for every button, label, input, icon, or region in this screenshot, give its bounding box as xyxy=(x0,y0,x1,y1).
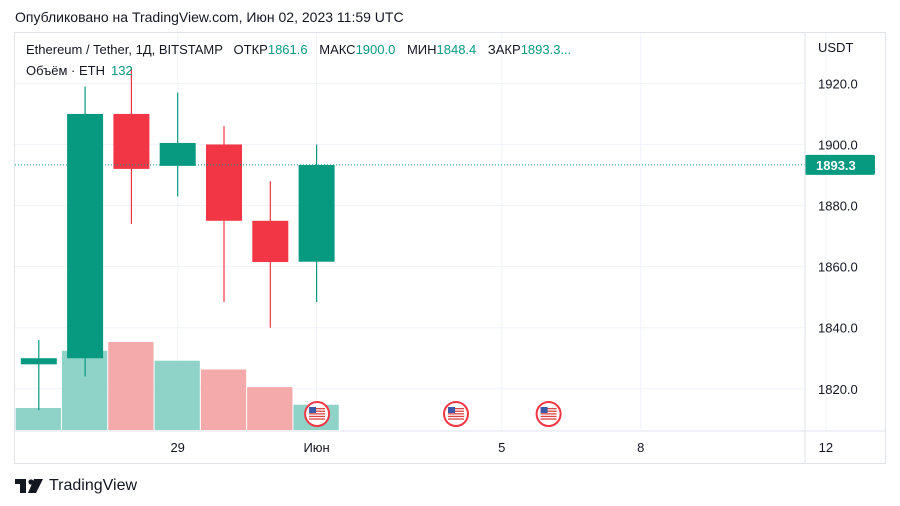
last-price-tag-label: 1893.3 xyxy=(816,158,856,173)
symbol-name[interactable]: Ethereum / Tether, 1Д, BITSTAMP xyxy=(26,42,223,57)
candle-body[interactable] xyxy=(159,142,196,166)
time-axis-label: 5 xyxy=(498,440,505,455)
time-axis-label: 8 xyxy=(637,440,644,455)
tradingview-brand[interactable]: TradingView xyxy=(15,477,137,495)
open-label: ОТКР xyxy=(233,42,268,57)
us-flag-event-icon[interactable] xyxy=(535,401,562,427)
candle-body[interactable] xyxy=(20,358,57,365)
last-price-tag xyxy=(805,154,875,175)
currency-label[interactable]: USDT xyxy=(818,40,854,55)
close-label: ЗАКР xyxy=(487,42,521,57)
price-axis-label: 1820.0 xyxy=(818,382,858,397)
volume-bar[interactable] xyxy=(108,342,154,430)
candle-body[interactable] xyxy=(252,220,289,263)
candle-body[interactable] xyxy=(298,164,335,262)
volume-bar[interactable] xyxy=(200,369,247,431)
price-axis-label: 1920.0 xyxy=(818,76,858,91)
volume-legend: Объём · ETH 132 xyxy=(26,63,133,78)
us-flag-event-icon[interactable] xyxy=(443,401,469,427)
low-value: 1848.4 xyxy=(436,42,477,57)
high-label: МАКС xyxy=(319,42,356,57)
symbol-legend: Ethereum / Tether, 1Д, BITSTAMP ОТКР1861… xyxy=(26,42,579,57)
brand-name: TradingView xyxy=(49,477,138,494)
volume-value: 132 xyxy=(110,63,133,78)
high-value: 1900.0 xyxy=(355,42,396,57)
chart-frame xyxy=(14,32,886,464)
price-axis-label: 1860.0 xyxy=(818,260,858,275)
close-value: 1893.3... xyxy=(520,42,572,57)
volume-label[interactable]: Объём · ETH xyxy=(26,63,105,78)
candle-body[interactable] xyxy=(206,144,242,221)
candle-body[interactable] xyxy=(113,113,150,169)
volume-bar[interactable] xyxy=(154,360,200,430)
time-axis-label: 12 xyxy=(819,440,833,455)
time-axis-label: 29 xyxy=(170,440,184,455)
published-caption: Опубликовано на TradingView.com, Июн 02,… xyxy=(15,9,404,25)
price-axis-label: 1840.0 xyxy=(818,321,858,336)
volume-bar[interactable] xyxy=(247,387,293,430)
time-axis-label: Июн xyxy=(303,440,329,455)
us-flag-event-icon[interactable] xyxy=(304,401,331,427)
tradingview-logo-icon xyxy=(15,479,43,493)
candle-body[interactable] xyxy=(67,113,104,359)
volume-bar[interactable] xyxy=(15,408,61,430)
open-value: 1861.6 xyxy=(267,42,308,57)
price-axis-label: 1900.0 xyxy=(818,137,858,152)
low-label: МИН xyxy=(406,42,437,57)
price-axis-label: 1880.0 xyxy=(818,199,858,214)
